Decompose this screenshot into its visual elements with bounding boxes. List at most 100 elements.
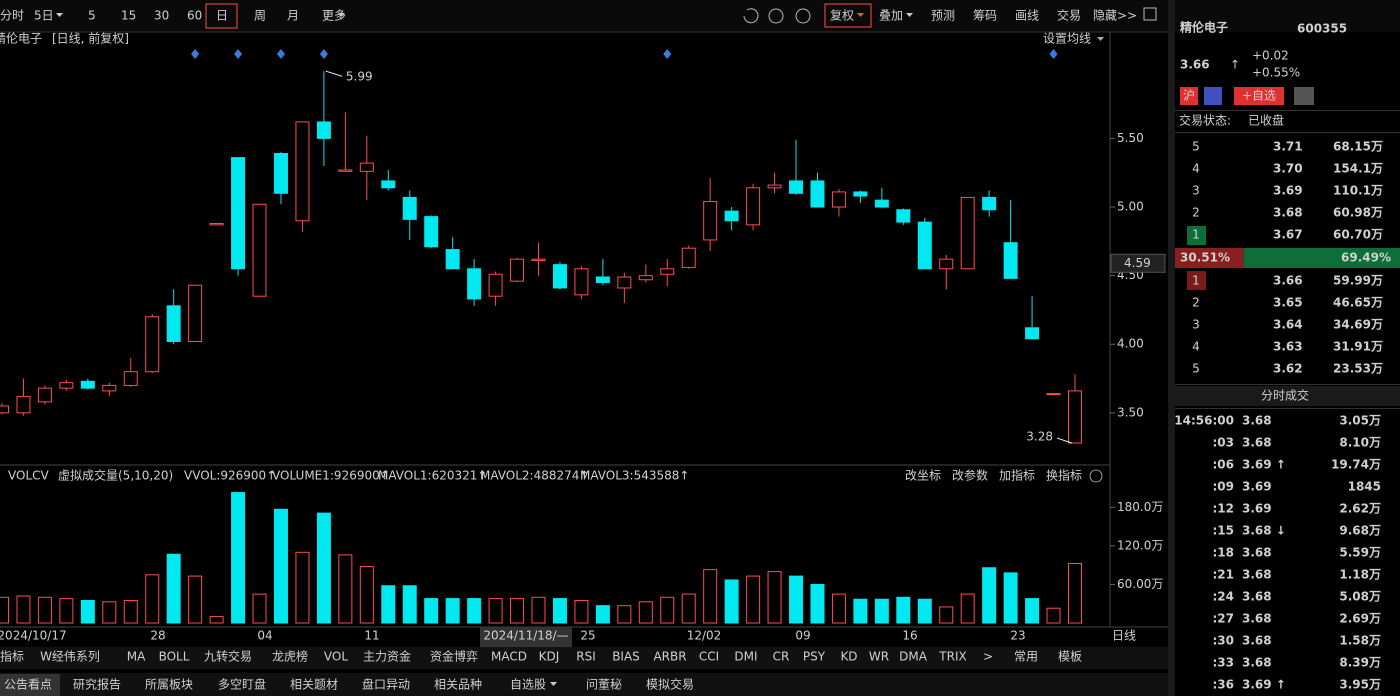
bottom-tab[interactable]: 自选股 <box>510 678 546 692</box>
trade-volume: 2.62万 <box>1339 502 1381 516</box>
book-price: 3.71 <box>1273 140 1303 154</box>
indicator-tab[interactable]: 模板 <box>1058 650 1082 664</box>
book-level: 4 <box>1192 162 1200 176</box>
indicator-tab[interactable]: KDJ <box>539 650 560 664</box>
indicator-tab[interactable]: 常用 <box>1014 650 1038 664</box>
badge-bg[interactable] <box>1234 87 1284 105</box>
indicator-tab[interactable]: DMA <box>899 650 928 664</box>
x-tick-label: 16 <box>902 629 917 643</box>
period-tab[interactable]: 60 <box>187 9 202 23</box>
tool-button[interactable]: 画线 <box>1015 9 1039 23</box>
bottom-tab[interactable]: 相关品种 <box>434 678 482 692</box>
indicator-tab[interactable]: CCI <box>699 650 719 664</box>
period-tab[interactable]: 周 <box>254 9 266 23</box>
indicator-tab[interactable]: 龙虎榜 <box>272 649 308 664</box>
x-tick-label: 2024/11/18/— <box>483 629 568 643</box>
x-tick-label: 09 <box>795 629 810 643</box>
indicator-button[interactable]: 加指标 <box>999 468 1035 483</box>
trade-volume: 1.18万 <box>1339 568 1381 582</box>
bottom-tab[interactable]: 所属板块 <box>145 678 193 692</box>
close-icon[interactable] <box>1089 469 1103 483</box>
volume-bar <box>1046 607 1061 624</box>
period-tab[interactable]: 日 <box>216 9 228 23</box>
period-tab[interactable]: 5日 <box>34 9 54 23</box>
indicator-button[interactable]: 改参数 <box>952 468 988 483</box>
indicator-tab[interactable]: BOLL <box>159 650 190 664</box>
trade-volume: 1845 <box>1348 480 1381 494</box>
indicator-tab[interactable]: BIAS <box>612 650 640 664</box>
alert-icon[interactable] <box>1294 87 1314 105</box>
volume-bar <box>510 598 525 624</box>
trade-volume: 5.59万 <box>1339 546 1381 560</box>
volume-bar <box>724 579 739 624</box>
volume-bar <box>424 598 439 624</box>
bottom-tab[interactable]: 多空盯盘 <box>218 677 266 692</box>
active-tab[interactable] <box>0 674 60 696</box>
trade-volume: 2.69万 <box>1339 612 1381 626</box>
bottom-tab[interactable]: 研究报告 <box>73 677 121 692</box>
indicator-tab[interactable]: RSI <box>576 650 596 664</box>
indicator-button[interactable]: 换指标 <box>1046 468 1082 483</box>
volume-bar <box>338 554 353 624</box>
period-tab[interactable]: 5 <box>88 9 96 23</box>
indicator-tab[interactable]: CR <box>773 650 790 664</box>
candle-body <box>746 187 761 226</box>
indicator-tab[interactable]: PSY <box>803 650 826 664</box>
ma-setting[interactable]: 设置均线 <box>1043 32 1091 46</box>
candle-body <box>789 180 804 194</box>
indicator-tab[interactable]: DMI <box>734 650 757 664</box>
flash-icon[interactable] <box>1204 87 1222 105</box>
volume-bar <box>209 616 224 624</box>
indicator-tab[interactable]: ARBR <box>653 650 686 664</box>
indicator-button[interactable]: 改坐标 <box>905 469 941 483</box>
indicator-tab[interactable]: MA <box>127 650 146 664</box>
candle-body <box>102 384 117 392</box>
bottom-tab[interactable]: 问董秘 <box>586 678 622 692</box>
indicator-tab[interactable]: 九转交易 <box>204 649 252 664</box>
bottom-tab[interactable]: 公告看点 <box>4 678 52 692</box>
indicator-tab[interactable]: TRIX <box>938 650 966 664</box>
tool-button[interactable]: 预测 <box>931 9 955 23</box>
bottom-tab[interactable]: 盘口异动 <box>362 677 410 692</box>
maximize-icon[interactable] <box>1143 7 1157 21</box>
trades-header-bg <box>1175 386 1400 406</box>
signal-marker <box>191 49 200 59</box>
volume-bar <box>467 598 482 624</box>
undo-icon[interactable] <box>743 8 759 24</box>
bottom-tab[interactable]: 相关题材 <box>290 678 338 692</box>
indicator-tab[interactable]: 资金博弈 <box>430 649 478 664</box>
indicator-tab[interactable]: VOL <box>324 650 348 664</box>
period-tab[interactable]: 更多 <box>322 9 346 23</box>
volume-bar <box>552 598 567 624</box>
trade-time: :12 <box>1213 502 1235 516</box>
indicator-tab[interactable]: > <box>983 650 993 664</box>
zoom-out-icon[interactable] <box>795 8 811 24</box>
indicator-tab[interactable]: 指标 <box>0 649 24 664</box>
tool-button[interactable]: 叠加 <box>879 9 903 23</box>
splitter[interactable] <box>1168 0 1175 696</box>
period-tab[interactable]: 月 <box>287 9 299 23</box>
indicator-tab[interactable]: MACD <box>491 650 527 664</box>
candle-body <box>810 180 825 208</box>
indicator-tab[interactable]: 主力资金 <box>363 649 411 664</box>
period-tab[interactable]: 15 <box>121 9 136 23</box>
tool-button[interactable]: 交易 <box>1057 8 1081 23</box>
indicator-tab[interactable]: WR <box>869 650 889 664</box>
period-tab[interactable]: 分时 <box>0 9 24 23</box>
period-tab[interactable]: 30 <box>154 9 169 23</box>
volume-bar <box>16 595 31 624</box>
tool-button[interactable]: 隐藏>> <box>1093 9 1137 23</box>
volume-bar <box>660 596 675 624</box>
indicator-tab[interactable]: KD <box>840 650 857 664</box>
tool-button[interactable]: 复权 <box>830 9 854 23</box>
badge[interactable]: +自选 <box>1242 89 1276 103</box>
volume-legend: MAVOL1:620321↑ <box>378 469 487 483</box>
book-volume: 60.70万 <box>1333 228 1383 242</box>
candle-body <box>252 203 267 297</box>
bottom-tab[interactable]: 模拟交易 <box>646 677 694 692</box>
tool-button[interactable]: 筹码 <box>973 9 997 23</box>
zoom-in-icon[interactable] <box>768 8 784 24</box>
volume-bar <box>145 574 160 624</box>
indicator-tab[interactable]: W经伟系列 <box>40 650 100 664</box>
